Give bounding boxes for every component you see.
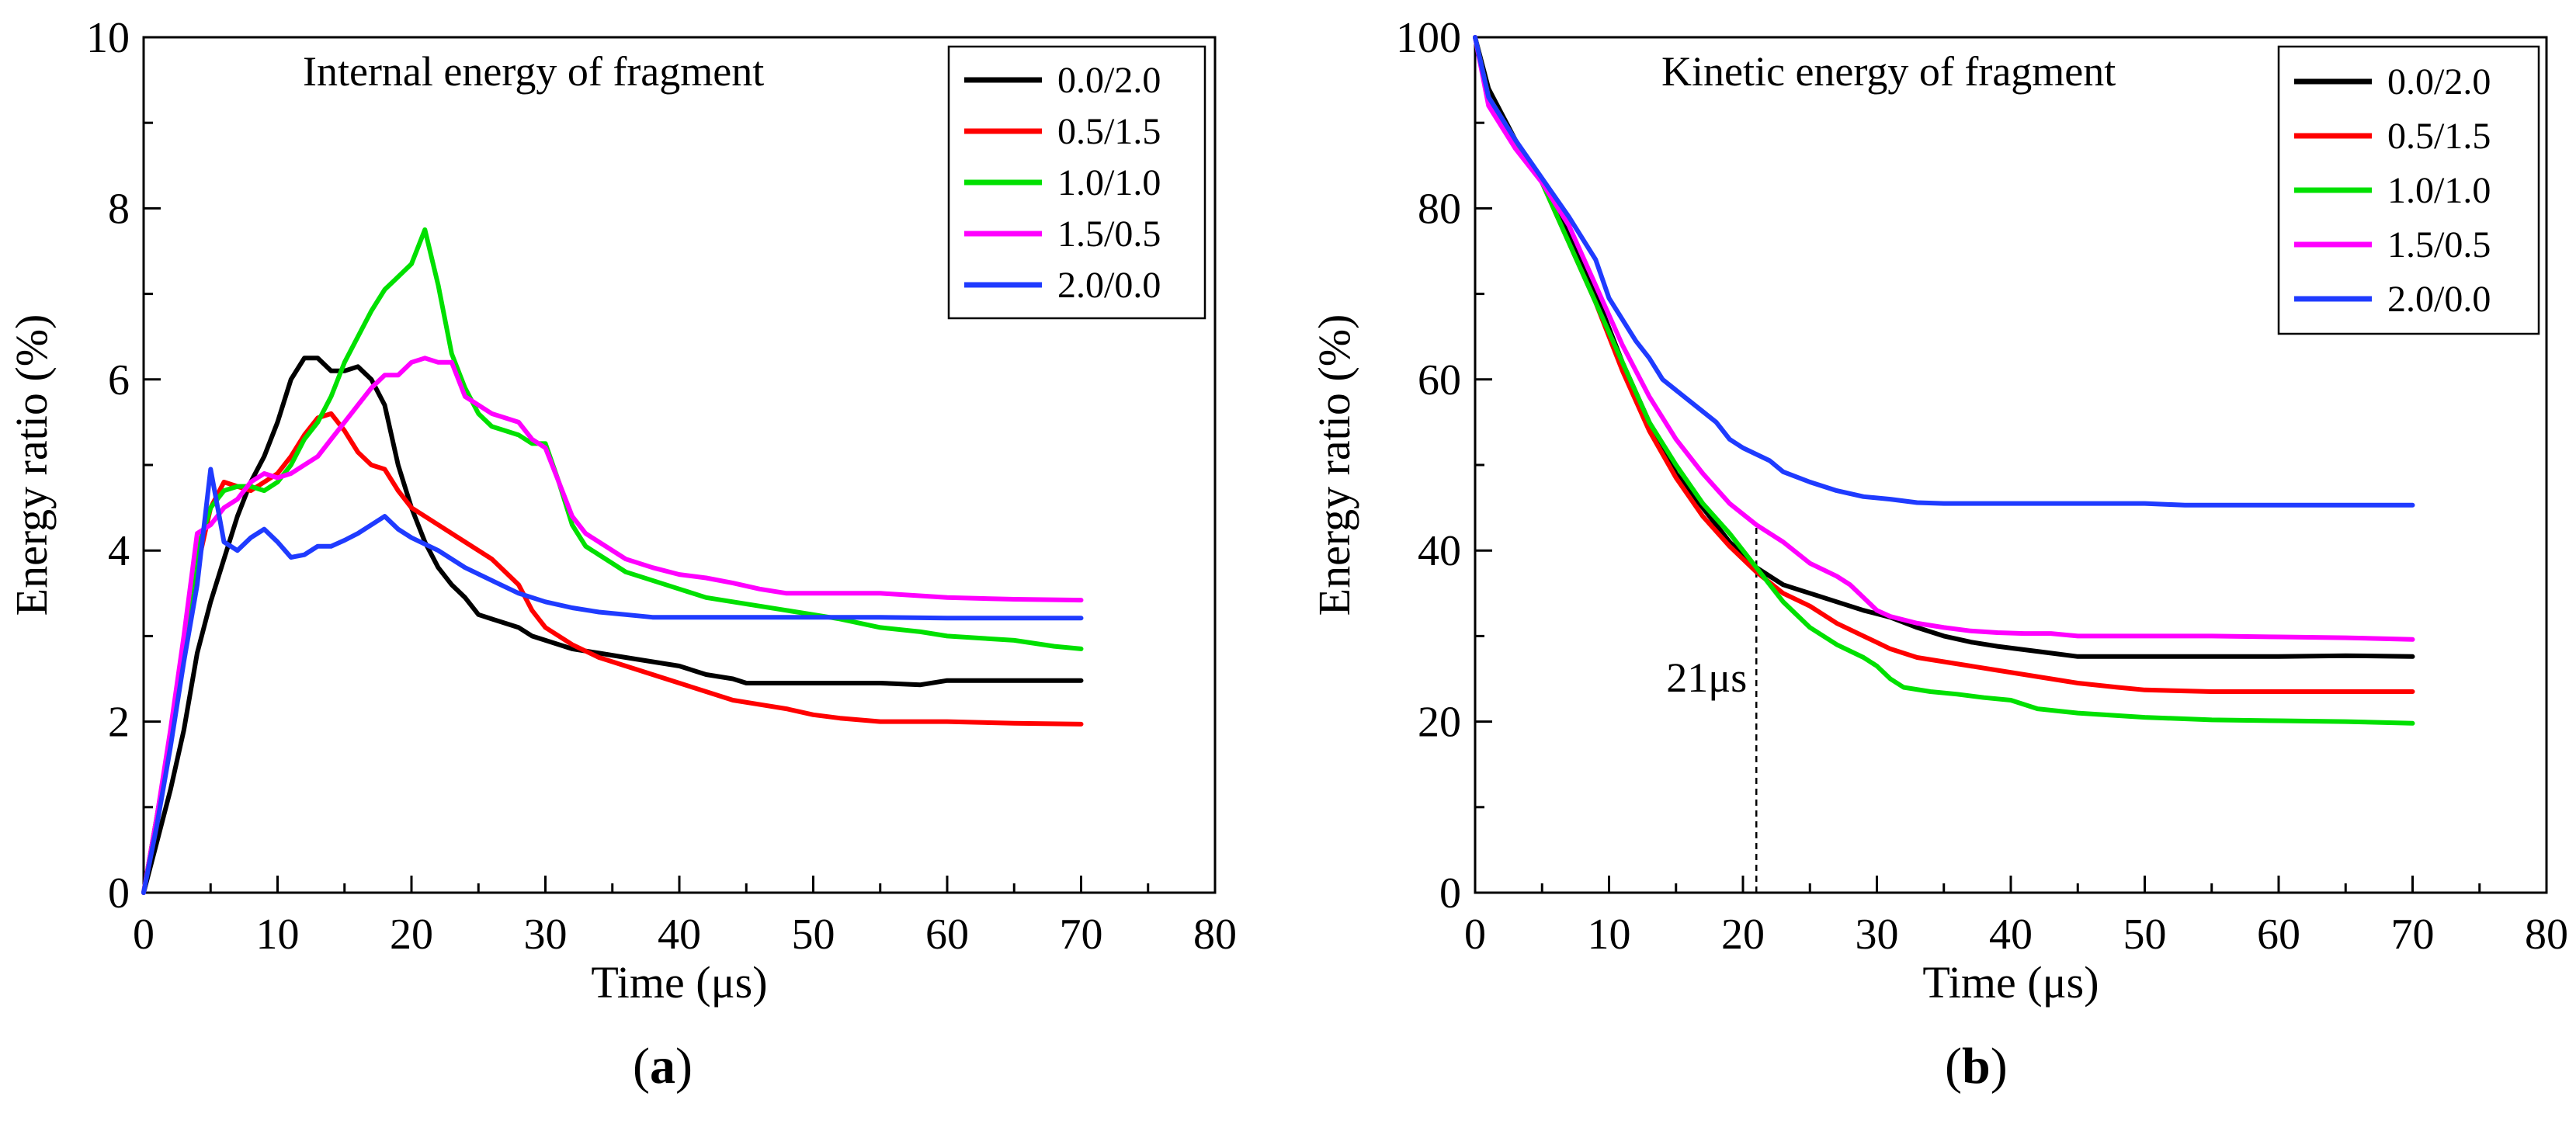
y-axis-title: Energy ratio (%)	[1309, 314, 1359, 616]
y-tick-label: 4	[108, 527, 130, 575]
panel-label-letter: b	[1962, 1038, 1991, 1095]
panel-label-open: (	[633, 1038, 650, 1095]
x-tick-label: 80	[1193, 911, 1237, 959]
x-axis-title: Time (μs)	[591, 957, 767, 1008]
chart-title: Kinetic energy of fragment	[1661, 48, 2116, 95]
panel-label-close: )	[1991, 1038, 2008, 1095]
y-tick-label: 0	[1439, 869, 1461, 918]
legend-label: 1.0/1.0	[2387, 170, 2491, 211]
legend: 0.0/2.0 0.5/1.5 1.0/1.0 1.5/0.5 2.0/0.0	[2277, 45, 2540, 335]
series-line-0.0-2.0	[141, 356, 1084, 895]
y-tick-label: 2	[108, 699, 130, 747]
x-tick-label: 10	[1588, 911, 1631, 959]
panel-label-letter: a	[650, 1038, 675, 1095]
y-tick-label: 20	[1418, 699, 1461, 747]
legend-label: 1.0/1.0	[1057, 162, 1161, 203]
x-tick-label: 50	[2123, 911, 2167, 959]
x-tick-label: 0	[1464, 911, 1486, 959]
legend-label: 0.0/2.0	[2387, 61, 2491, 102]
x-tick-label: 70	[1060, 911, 1103, 959]
y-axis-title: Energy ratio (%)	[6, 314, 57, 616]
x-tick-label: 0	[133, 911, 154, 959]
chart-panel-b: 0 10 20 30 40 50 60 70 80 0 20 40 60 80 100 Time (μs) En…	[1309, 14, 2568, 1008]
legend: 0.0/2.0 0.5/1.5 1.0/1.0 1.5/0.5 2.0/0.0	[947, 45, 1206, 320]
y-tick-label: 6	[108, 356, 130, 404]
x-tick-label: 40	[1989, 911, 2033, 959]
series-line-2.0-0.0	[1473, 35, 2415, 508]
panel-label-b: (b)	[1945, 1038, 2008, 1095]
chart-panel-a: 0 10 20 30 40 50 60 70 80 0 2 4 6 8 10 Time (μs) Energy …	[6, 14, 1237, 1008]
x-tick-label: 30	[524, 911, 568, 959]
legend-label: 2.0/0.0	[1057, 265, 1161, 306]
panel-label-open: (	[1945, 1038, 1962, 1095]
x-axis-title: Time (μs)	[1922, 957, 2099, 1008]
series-line-1.5-0.5	[1473, 35, 2415, 642]
x-tick-label: 50	[792, 911, 835, 959]
y-tick-label: 40	[1418, 527, 1461, 575]
panel-label-close: )	[675, 1038, 693, 1095]
x-tick-label: 40	[658, 911, 701, 959]
legend-label: 1.5/0.5	[2387, 224, 2491, 265]
series-line-2.0-0.0	[141, 467, 1084, 895]
legend-label: 0.0/2.0	[1057, 60, 1161, 101]
annotation-label: 21μs	[1666, 654, 1747, 701]
y-tick-label: 80	[1418, 185, 1461, 233]
legend-label: 0.5/1.5	[1057, 111, 1161, 152]
y-tick-label: 60	[1418, 356, 1461, 404]
x-tick-label: 10	[256, 911, 300, 959]
series-line-0.0-2.0	[1473, 35, 2415, 659]
x-tick-label: 20	[390, 911, 433, 959]
y-tick-label: 8	[108, 185, 130, 233]
x-tick-label: 60	[925, 911, 969, 959]
x-tick-label: 30	[1856, 911, 1899, 959]
x-tick-label: 70	[2391, 911, 2435, 959]
x-tick-label: 20	[1721, 911, 1765, 959]
x-tick-label: 80	[2525, 911, 2568, 959]
legend-label: 2.0/0.0	[2387, 279, 2491, 320]
chart-title: Internal energy of fragment	[303, 48, 764, 95]
panel-label-a: (a)	[633, 1038, 693, 1095]
series-line-1.0-1.0	[1473, 35, 2415, 726]
y-tick-label: 100	[1396, 14, 1461, 62]
legend-label: 1.5/0.5	[1057, 213, 1161, 255]
series-line-1.5-0.5	[141, 356, 1084, 895]
legend-label: 0.5/1.5	[2387, 116, 2491, 157]
x-tick-label: 60	[2257, 911, 2300, 959]
y-tick-label: 10	[86, 14, 130, 62]
y-tick-label: 0	[108, 869, 130, 918]
